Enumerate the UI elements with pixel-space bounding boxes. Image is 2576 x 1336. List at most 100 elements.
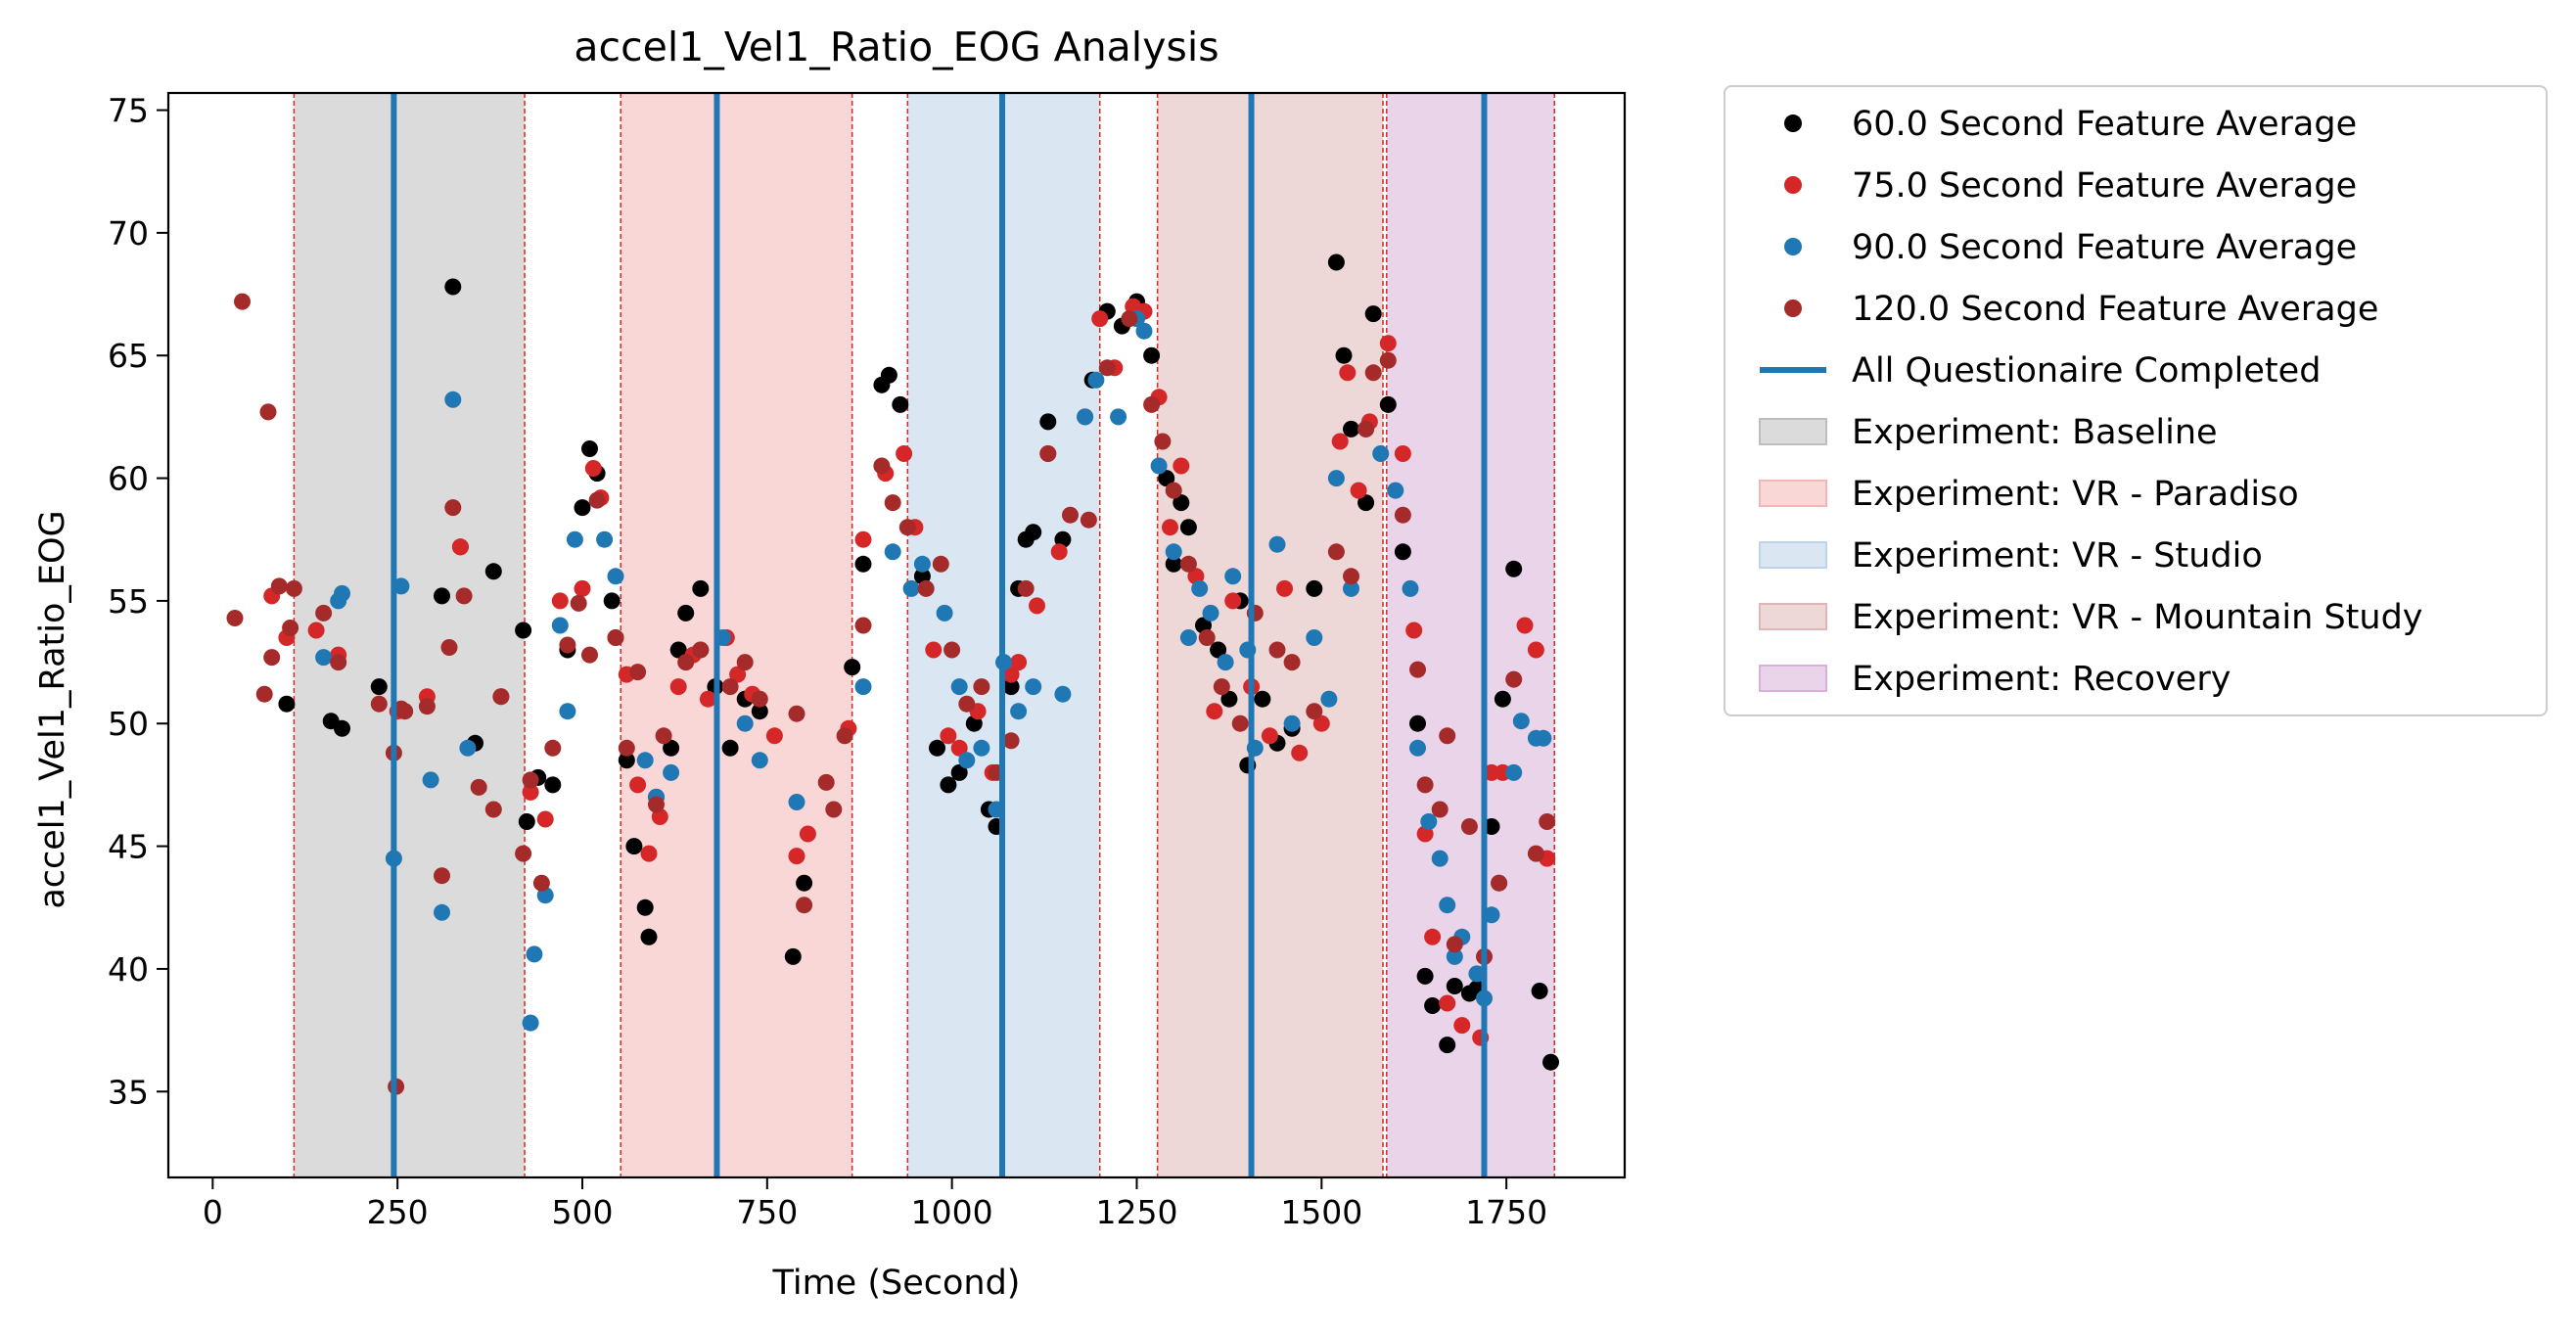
point-s3-61 — [1387, 482, 1404, 499]
point-s1-80 — [1439, 1037, 1456, 1054]
point-s2-65 — [1394, 445, 1411, 462]
legend-marker-s1 — [1784, 115, 1802, 132]
point-s4-47 — [854, 617, 872, 634]
point-s4-57 — [1002, 732, 1020, 750]
point-s4-25 — [522, 771, 539, 789]
legend-label-phase-3: Experiment: VR - Studio — [1852, 536, 2263, 576]
point-s2-13 — [584, 460, 602, 477]
point-s2-32 — [896, 445, 913, 462]
x-tick-label-2: 250 — [367, 1193, 429, 1231]
point-s2-59 — [1312, 714, 1330, 732]
point-s2-51 — [1173, 457, 1190, 475]
point-s2-28 — [799, 825, 816, 843]
legend-label-s4: 120.0 Second Feature Average — [1852, 290, 2378, 329]
point-s1-1 — [278, 695, 296, 713]
point-s2-26 — [765, 727, 783, 745]
point-s1-31 — [751, 703, 768, 720]
point-s4-52 — [932, 555, 949, 573]
point-s1-69 — [1306, 579, 1323, 597]
point-s3-7 — [434, 903, 450, 921]
point-s2-43 — [1050, 543, 1068, 561]
point-s4-30 — [581, 646, 598, 664]
point-s4-53 — [943, 641, 961, 659]
legend-label-phase-4: Experiment: VR - Mountain Study — [1852, 598, 2423, 637]
point-s4-64 — [1143, 395, 1161, 413]
point-s1-21 — [636, 898, 654, 916]
point-s3-3 — [334, 584, 350, 602]
point-s3-54 — [1283, 714, 1301, 732]
point-s2-18 — [640, 845, 658, 862]
point-s3-17 — [607, 568, 624, 585]
point-s1-19 — [618, 752, 635, 769]
point-s1-46 — [1002, 678, 1020, 696]
point-s3-20 — [663, 763, 680, 781]
point-s4-22 — [484, 801, 502, 818]
y-tick-label-1: 35 — [108, 1073, 149, 1111]
y-tick-label-4: 50 — [108, 705, 149, 743]
point-s4-78 — [1364, 364, 1382, 382]
point-s1-56 — [1143, 346, 1161, 364]
point-s4-77 — [1357, 420, 1375, 438]
point-s1-27 — [692, 579, 710, 597]
point-s3-5 — [392, 577, 410, 595]
point-s4-48 — [873, 457, 891, 475]
point-s1-79 — [1424, 997, 1442, 1014]
point-s2-61 — [1339, 364, 1357, 382]
point-s3-64 — [1420, 813, 1438, 830]
legend-marker-phase-5 — [1759, 665, 1827, 692]
point-s2-20 — [669, 678, 687, 696]
legend-label-phase-2: Experiment: VR - Paradiso — [1852, 475, 2299, 514]
y-axis-label: accel1_Vel1_Ratio_EOG — [33, 510, 72, 908]
point-s2-58 — [1291, 744, 1309, 761]
point-s1-13 — [544, 776, 562, 794]
point-s1-29 — [721, 739, 739, 757]
point-s4-7 — [282, 620, 299, 636]
point-s3-62 — [1402, 579, 1419, 597]
point-s2-30 — [854, 530, 872, 548]
point-s3-58 — [1343, 579, 1359, 597]
y-axis-ticks: 35 40 45 50 55 60 65 70 75 — [108, 92, 168, 1111]
plot-frame — [166, 91, 1627, 1179]
legend-marker-phase-1 — [1759, 418, 1827, 445]
point-s3-53 — [1268, 535, 1286, 553]
legend-label-s2: 75.0 Second Feature Average — [1852, 166, 2357, 206]
point-s4-28 — [559, 636, 576, 654]
point-s1-37 — [880, 366, 897, 384]
point-s2-17 — [629, 776, 647, 794]
point-s3-39 — [1077, 408, 1094, 426]
point-s1-3 — [334, 719, 350, 737]
point-s4-82 — [1416, 776, 1434, 794]
legend-marker-s2 — [1784, 176, 1802, 194]
legend-box — [1724, 85, 2548, 716]
point-s3-29 — [913, 555, 931, 573]
point-s2-68 — [1424, 928, 1442, 945]
point-s3-73 — [1505, 763, 1523, 781]
point-s4-65 — [1154, 433, 1172, 450]
point-s1-35 — [854, 555, 872, 573]
point-s2-50 — [1162, 519, 1178, 536]
point-s1-76 — [1394, 543, 1411, 561]
point-s3-32 — [958, 752, 976, 769]
point-s1-50 — [1039, 413, 1057, 431]
point-s2-7 — [451, 538, 469, 556]
point-s1-38 — [892, 395, 909, 413]
point-s2-12 — [574, 579, 591, 597]
point-s4-36 — [655, 727, 672, 745]
point-s2-36 — [950, 739, 968, 757]
point-s4-32 — [607, 629, 624, 646]
point-s4-89 — [1505, 670, 1523, 688]
point-s4-91 — [1539, 813, 1556, 830]
point-s4-85 — [1446, 936, 1463, 953]
point-s3-47 — [1191, 579, 1209, 597]
point-s3-50 — [1224, 568, 1242, 585]
point-s1-60 — [1179, 519, 1197, 536]
point-s4-67 — [1179, 555, 1197, 573]
phase-bands — [293, 93, 1555, 1177]
point-s4-74 — [1306, 703, 1323, 720]
point-s4-88 — [1491, 874, 1508, 892]
point-s2-66 — [1405, 622, 1423, 639]
point-s1-33 — [796, 874, 813, 892]
point-s3-31 — [950, 678, 968, 696]
point-s4-76 — [1343, 568, 1359, 585]
